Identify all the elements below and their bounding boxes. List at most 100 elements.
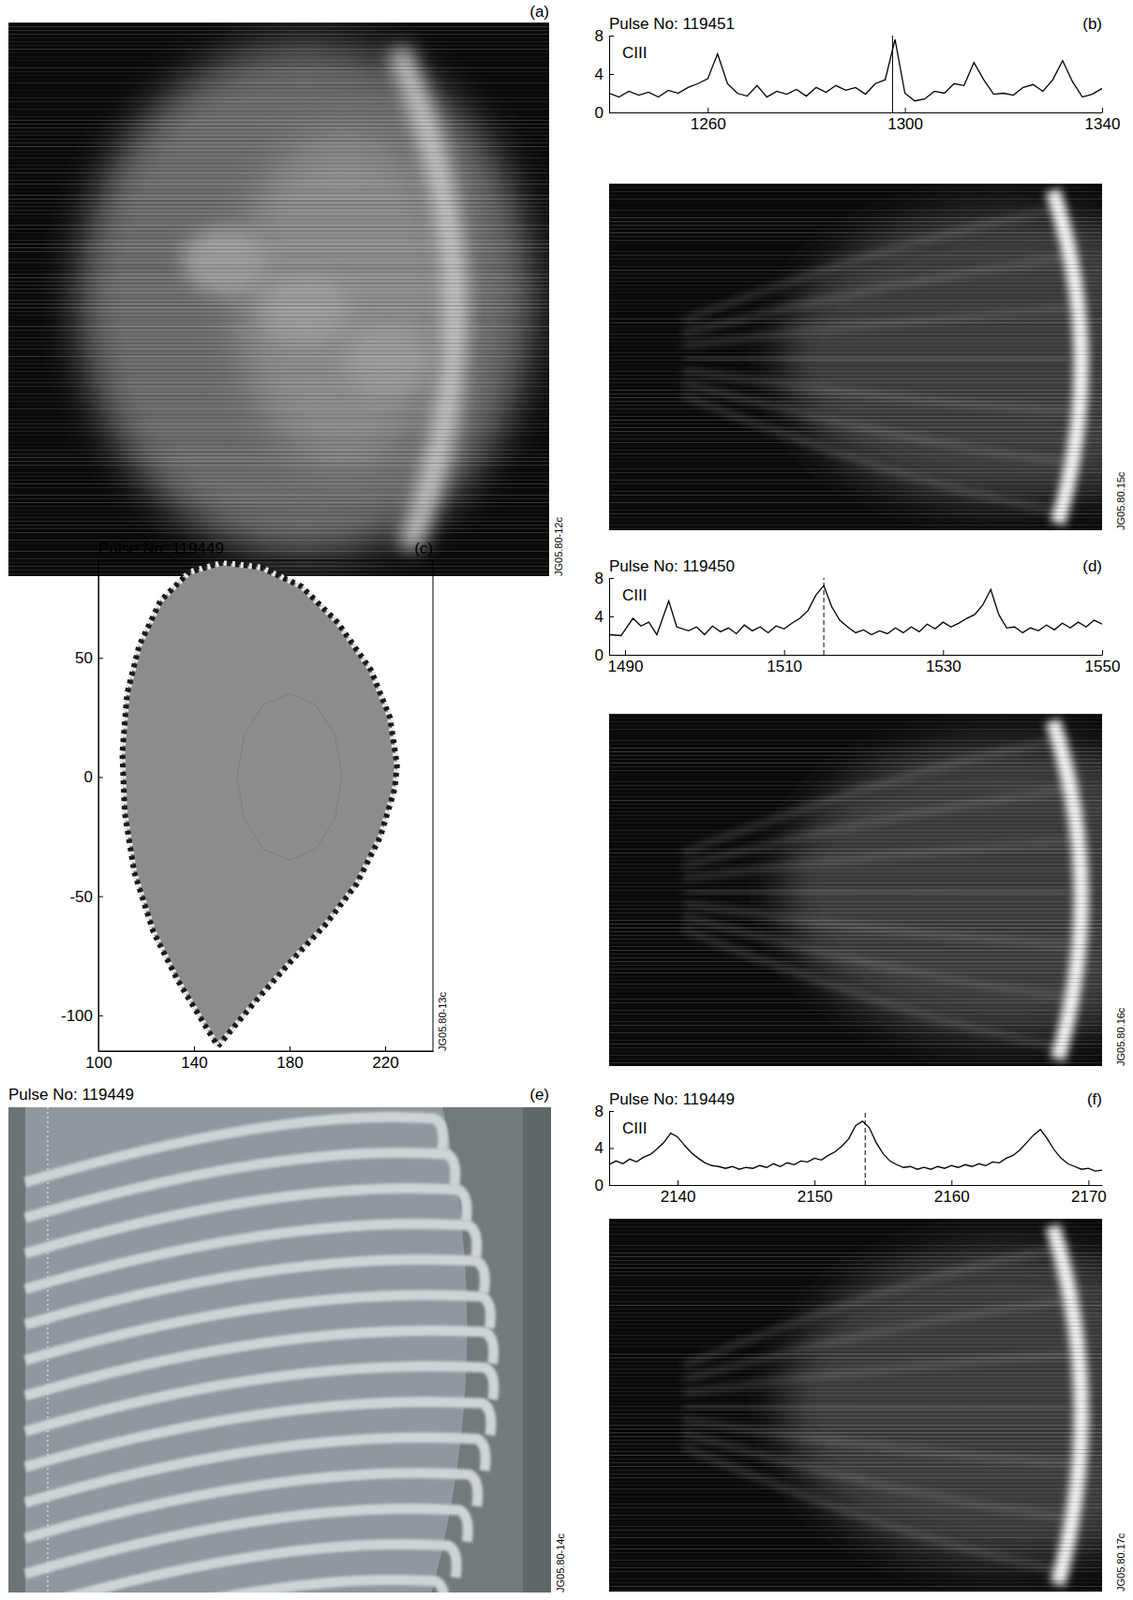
scan-line — [8, 95, 550, 97]
scan-line — [609, 294, 1103, 296]
scan-line — [8, 178, 550, 179]
scan-line — [609, 1378, 1103, 1380]
tick-label: 0 — [84, 768, 93, 787]
scan-line — [609, 1251, 1103, 1253]
scan-line — [609, 924, 1103, 925]
scan-line — [609, 974, 1103, 976]
scan-line — [609, 933, 1103, 935]
scan-line — [8, 320, 550, 322]
scan-line — [609, 723, 1103, 725]
scan-line — [8, 309, 550, 311]
scan-line — [609, 1309, 1103, 1311]
scan-line — [8, 54, 550, 56]
scan-line — [8, 26, 550, 28]
tick-mark — [609, 1148, 614, 1150]
scan-line — [609, 476, 1103, 478]
scan-line — [8, 412, 550, 414]
tick-mark — [609, 112, 614, 114]
scan-line — [609, 843, 1103, 845]
scan-line — [609, 485, 1103, 487]
scan-line — [8, 50, 550, 52]
scan-line — [609, 978, 1103, 980]
scan-line — [609, 357, 1103, 359]
scan-line — [8, 395, 550, 397]
scan-line — [609, 910, 1103, 912]
panel-title: Pulse No: 119450 — [609, 557, 735, 576]
scan-line — [609, 828, 1103, 830]
scan-line — [609, 892, 1103, 894]
panel-title: Pulse No: 119449 — [609, 1090, 735, 1109]
scan-line — [609, 506, 1103, 507]
scan-line — [609, 1522, 1103, 1524]
tick: 1260 — [690, 107, 727, 134]
scan-line — [8, 238, 550, 239]
scan-line — [609, 1564, 1103, 1566]
scan-line — [609, 1249, 1103, 1251]
scan-line — [8, 258, 550, 260]
scan-line — [609, 980, 1103, 982]
scan-line — [609, 1500, 1103, 1502]
scan-line — [8, 363, 550, 365]
scan-line — [609, 745, 1103, 747]
tick-mark — [609, 578, 614, 580]
tick-mark — [385, 1046, 387, 1052]
scan-line — [8, 108, 550, 110]
scan-line — [609, 998, 1103, 1000]
scan-line — [609, 1487, 1103, 1489]
scan-line — [609, 1573, 1103, 1575]
scan-line — [609, 970, 1103, 972]
scan-line — [609, 1021, 1103, 1023]
scan-line — [609, 423, 1103, 425]
tick-label: 2140 — [660, 1188, 697, 1207]
scan-line — [8, 517, 550, 519]
scan-line — [8, 564, 550, 566]
scan-line — [8, 393, 550, 395]
scan-line — [8, 313, 550, 314]
scan-line — [8, 269, 550, 271]
scan-line — [8, 149, 550, 151]
scan-line — [8, 466, 550, 468]
scan-line — [8, 459, 550, 461]
scan-line — [8, 264, 550, 266]
time-marker — [892, 35, 894, 113]
scan-line — [609, 1273, 1103, 1275]
scan-line — [8, 146, 550, 148]
scan-line — [609, 1036, 1103, 1038]
scan-line — [609, 993, 1103, 995]
scan-line — [609, 1567, 1103, 1569]
tick-mark — [609, 655, 614, 656]
scan-line — [609, 1062, 1103, 1064]
scan-line — [609, 935, 1103, 937]
scan-line — [8, 290, 550, 292]
scan-line — [609, 770, 1103, 772]
scan-line — [8, 326, 550, 328]
scan-line — [609, 1339, 1103, 1341]
panel-title: Pulse No: 119451 — [609, 14, 735, 33]
scan-line — [609, 1590, 1103, 1592]
scan-line — [609, 1387, 1103, 1389]
scan-line — [8, 241, 550, 243]
scan-line — [609, 1363, 1103, 1365]
scan-line — [609, 888, 1103, 890]
scan-line — [609, 939, 1103, 940]
tick-label: 8 — [595, 27, 604, 45]
scan-line — [609, 228, 1103, 230]
tick: 4 — [595, 65, 614, 84]
panel-label: (f) — [1087, 1090, 1103, 1109]
scan-line — [609, 736, 1103, 738]
scan-line — [609, 363, 1103, 365]
scan-line — [609, 425, 1103, 427]
panel-label: (c) — [414, 539, 433, 558]
scan-line — [609, 1401, 1103, 1402]
scan-line — [609, 1490, 1103, 1492]
scan-line — [609, 1316, 1103, 1318]
scan-line — [609, 344, 1103, 346]
scan-line — [609, 268, 1103, 269]
scan-line — [609, 1352, 1103, 1354]
scan-line — [8, 530, 550, 532]
scan-line — [609, 1324, 1103, 1326]
scan-line — [609, 431, 1103, 433]
scan-line — [609, 521, 1103, 522]
scan-line — [8, 31, 550, 33]
scan-line — [609, 1470, 1103, 1472]
